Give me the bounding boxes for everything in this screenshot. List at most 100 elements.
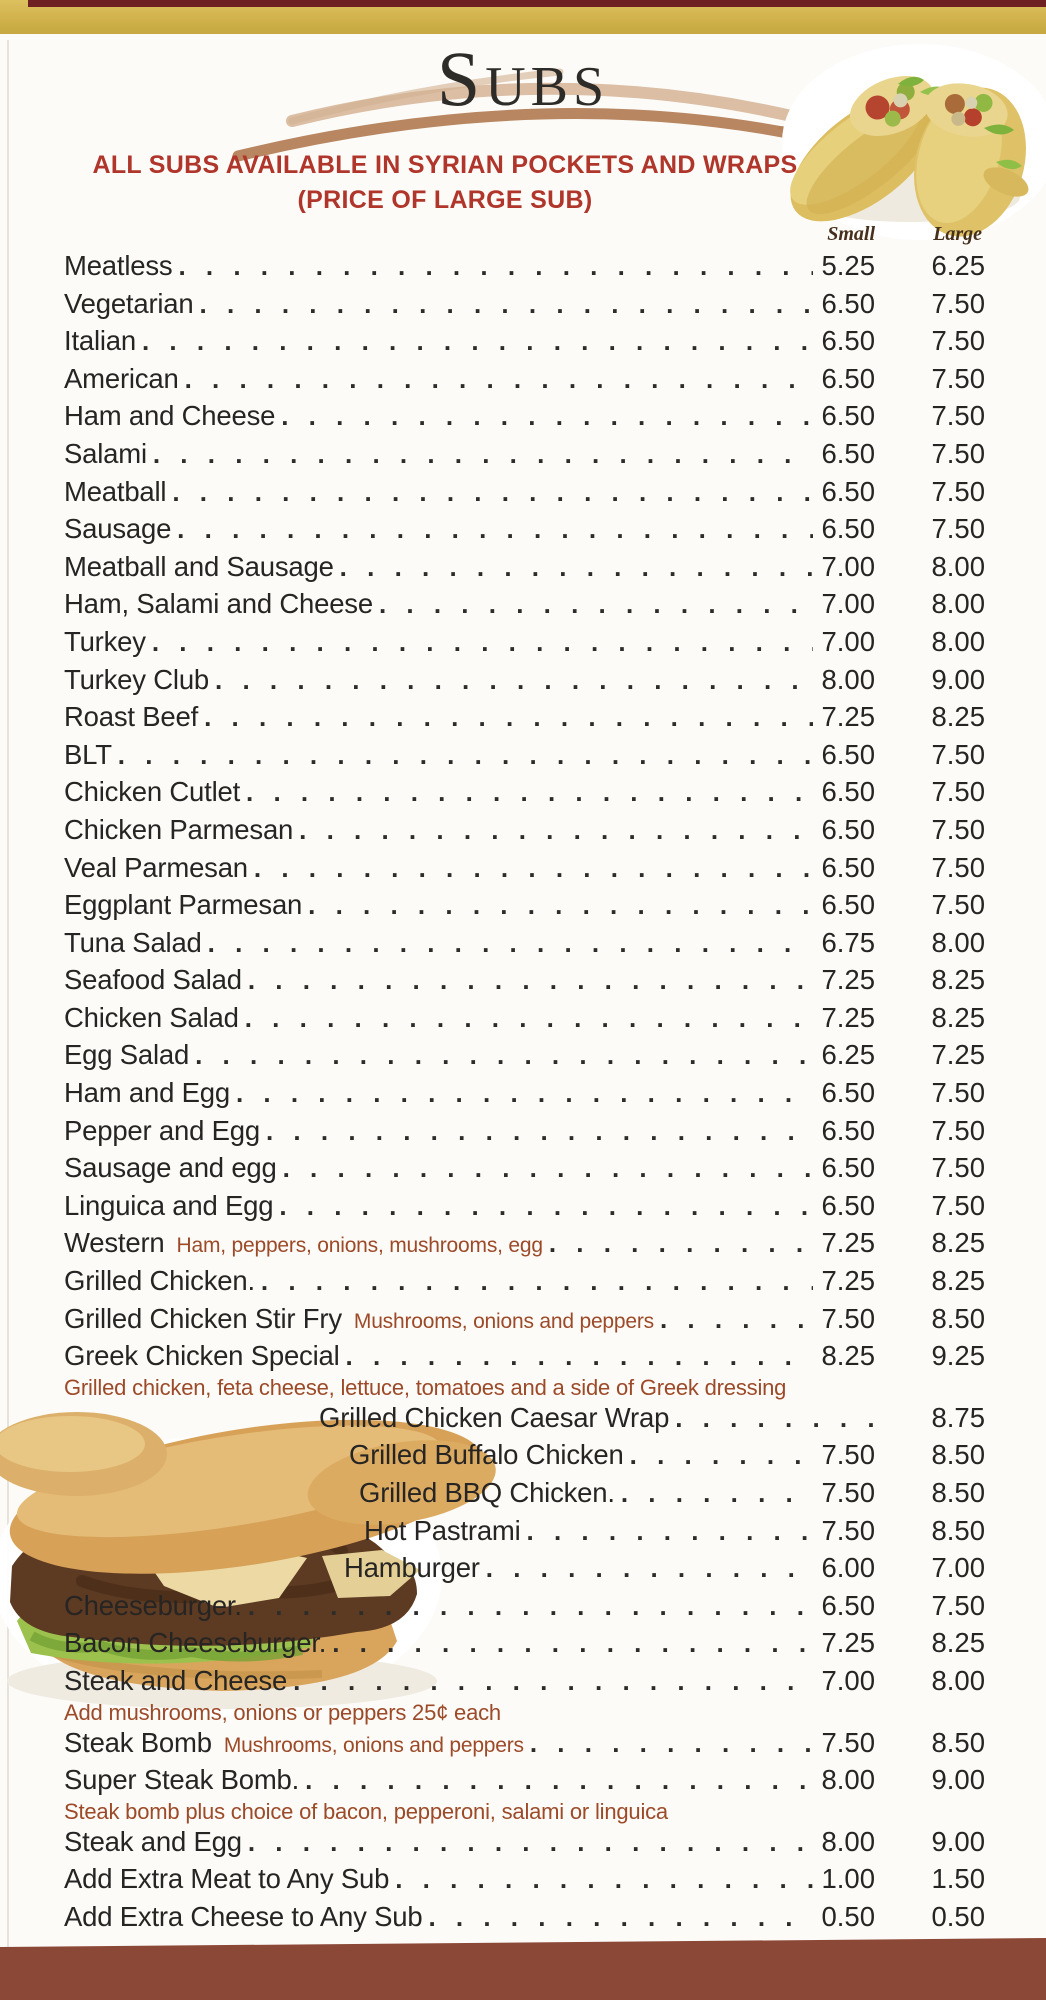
item-price-large: 8.00 [931, 588, 985, 620]
dot-leader [236, 1078, 813, 1109]
item-price-small: 7.25 [821, 1627, 875, 1659]
menu-item-row: Steak and Cheese 7.00 8.00 [64, 1665, 985, 1703]
item-name: BLT [64, 738, 112, 770]
item-price-large: 6.25 [931, 250, 985, 281]
item-price-large: 7.50 [931, 1077, 985, 1109]
subtitle-block: ALL SUBS AVAILABLE IN SYRIAN POCKETS AND… [40, 153, 850, 213]
dot-leader [549, 1228, 813, 1259]
item-price-large: 7.50 [931, 437, 985, 469]
menu-item-row: Greek Chicken Special 8.25 9.25 [64, 1340, 985, 1378]
menu-item-row: Italian 6.50 7.50 [64, 325, 985, 363]
menu-item-row: Grilled Chicken Caesar Wrap 8.75 [64, 1402, 985, 1440]
item-price-small: 6.00 [821, 1552, 875, 1584]
item-price-small: 6.50 [821, 738, 875, 770]
dot-leader [246, 777, 813, 808]
menu-item-row: Linguica and Egg 6.50 7.50 [64, 1190, 985, 1228]
item-price-large: 7.00 [931, 1552, 985, 1584]
dot-leader [395, 1864, 813, 1895]
item-price-large: 7.50 [931, 400, 985, 432]
item-price-small: 6.50 [821, 513, 875, 545]
page-title-text: SUBS [436, 35, 610, 122]
menu-item-row: Bacon Cheeseburger. 7.25 8.25 [64, 1627, 985, 1665]
item-name: Roast Beef [64, 701, 199, 733]
menu-item-row: Salami 6.50 7.50 [64, 438, 985, 476]
item-name: Western [64, 1227, 165, 1259]
item-price-small: 6.50 [821, 813, 875, 845]
menu-item-row: American 6.50 7.50 [64, 363, 985, 401]
menu-item-row: Sausage 6.50 7.50 [64, 513, 985, 551]
item-name: Grilled Chicken. [64, 1265, 255, 1297]
item-price-large: 0.50 [931, 1900, 985, 1932]
dot-leader [172, 477, 813, 508]
item-price-large: 7.50 [931, 813, 985, 845]
item-price-large: 8.25 [931, 1627, 985, 1659]
item-price-large: 9.00 [931, 663, 985, 695]
menu-item-row: Veal Parmesan 6.50 7.50 [64, 852, 985, 890]
item-price-small: 6.50 [821, 287, 875, 319]
item-price-large: 7.50 [931, 776, 985, 808]
item-price-small: 7.25 [821, 964, 875, 996]
item-name: Vegetarian [64, 287, 194, 319]
item-name: Chicken Cutlet [64, 776, 241, 808]
item-price-large: 8.25 [931, 1265, 985, 1297]
item-price-large: 8.50 [931, 1302, 985, 1334]
item-price-small: 6.50 [821, 362, 875, 394]
item-price-small: 6.75 [821, 926, 875, 958]
item-price-large: 7.50 [931, 1114, 985, 1146]
dot-leader [675, 1403, 873, 1434]
menu-item-row: BLT 6.50 7.50 [64, 739, 985, 777]
item-name: Ham, Salami and Cheese [64, 588, 373, 620]
item-name: Add Extra Meat to Any Sub [64, 1863, 390, 1895]
item-price-large: 9.00 [931, 1764, 985, 1796]
item-price-small: 6.50 [821, 776, 875, 808]
item-price-large: 8.50 [931, 1439, 985, 1471]
item-name: Ham and Egg [64, 1077, 230, 1109]
item-name: Hamburger [344, 1552, 480, 1584]
menu-item-row: Chicken Cutlet 6.50 7.50 [64, 776, 985, 814]
item-price-small: 7.25 [821, 1227, 875, 1259]
menu-item-row: Meatball 6.50 7.50 [64, 476, 985, 514]
dot-leader [346, 1341, 813, 1372]
item-price-large: 7.50 [931, 738, 985, 770]
chicken-caesar-wraps-photo [782, 44, 1046, 240]
item-name: Cheeseburger. [64, 1589, 242, 1621]
item-price-large: 7.50 [931, 1152, 985, 1184]
menu-item-row: Super Steak Bomb. 8.00 9.00 [64, 1764, 985, 1802]
menu-item-row: Turkey Club 8.00 9.00 [64, 664, 985, 702]
item-price-large: 7.50 [931, 889, 985, 921]
item-name: Grilled Chicken Stir Fry [64, 1302, 342, 1334]
item-price-small: 6.50 [821, 437, 875, 469]
item-name: Chicken Salad [64, 1001, 239, 1033]
item-price-small: 6.50 [821, 400, 875, 432]
item-name: Turkey [64, 625, 146, 657]
item-price-small: 7.50 [821, 1726, 875, 1758]
dot-leader [215, 665, 813, 696]
menu-item-row: Ham and Cheese 6.50 7.50 [64, 400, 985, 438]
item-price-small: 6.50 [821, 889, 875, 921]
page-title: SUBS [0, 40, 1046, 118]
menu-item-row: Steak Bomb Mushrooms, onions and peppers… [64, 1727, 985, 1765]
item-name: Italian [64, 325, 136, 357]
item-price-large: 8.75 [931, 1401, 985, 1433]
dot-leader [527, 1516, 813, 1547]
item-name: Sausage and egg [64, 1152, 277, 1184]
menu-list: Meatless 5.25 6.25 Vegetarian 6.50 7.50 … [64, 250, 985, 1939]
item-price-small: 7.00 [821, 1664, 875, 1696]
maroon-accent-strip [28, 0, 1046, 7]
column-header-small: Small [827, 223, 875, 245]
dot-leader [305, 1765, 813, 1796]
dot-leader [630, 1440, 813, 1471]
item-price-large: 9.25 [931, 1340, 985, 1372]
item-name: Bacon Cheeseburger. [64, 1627, 327, 1659]
item-price-large: 7.50 [931, 1189, 985, 1221]
item-name: Greek Chicken Special [64, 1340, 340, 1372]
item-inline-note: Ham, peppers, onions, mushrooms, egg [176, 1234, 544, 1258]
dot-leader [299, 815, 813, 846]
item-name: Veal Parmesan [64, 851, 248, 883]
item-name: Seafood Salad [64, 964, 242, 996]
dot-leader [204, 702, 813, 733]
menu-item-row: Sausage and egg 6.50 7.50 [64, 1152, 985, 1190]
dot-leader [254, 853, 813, 884]
item-price-large: 7.50 [931, 1589, 985, 1621]
item-price-small: 6.50 [821, 325, 875, 357]
